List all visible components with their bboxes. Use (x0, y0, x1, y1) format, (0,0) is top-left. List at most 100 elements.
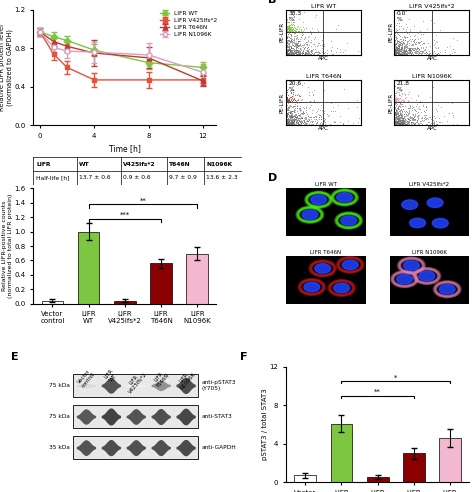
Point (410, 22, 418, 30)
Point (289, 118, 297, 126)
Point (411, 44, 419, 52)
Point (307, 117, 315, 124)
Point (392, 94, 400, 102)
Point (291, 102, 298, 110)
Point (412, 38, 420, 46)
Point (395, 44, 402, 52)
Point (401, 34, 409, 42)
Point (396, 90, 403, 98)
Point (290, 118, 298, 126)
Point (292, 50, 300, 58)
Point (286, 120, 294, 128)
Point (401, 48, 409, 56)
Point (406, 112, 414, 120)
Point (451, 48, 458, 56)
Point (403, 114, 410, 122)
Point (395, 110, 402, 118)
Point (292, 41, 299, 49)
Point (286, 108, 294, 116)
Point (319, 48, 326, 56)
Point (421, 112, 428, 120)
Point (394, 115, 401, 123)
Point (408, 118, 415, 126)
Point (397, 35, 404, 43)
Point (313, 48, 320, 56)
Point (284, 119, 292, 126)
Point (284, 27, 292, 35)
Point (396, 46, 403, 54)
Point (407, 49, 414, 57)
Point (307, 46, 315, 54)
Point (311, 48, 319, 56)
Point (288, 23, 296, 31)
Point (292, 32, 300, 40)
Point (283, 115, 290, 123)
Point (283, 27, 291, 35)
Point (411, 120, 419, 128)
Point (404, 115, 411, 123)
Point (424, 51, 431, 59)
Point (414, 35, 421, 43)
Point (297, 119, 304, 126)
Point (329, 50, 337, 58)
Point (300, 109, 308, 117)
Point (397, 110, 405, 118)
Point (401, 36, 409, 44)
Point (293, 46, 301, 54)
Point (291, 96, 299, 104)
Point (408, 113, 416, 121)
Point (305, 121, 312, 129)
Point (423, 102, 430, 110)
Point (397, 44, 404, 52)
Point (394, 110, 401, 118)
Point (397, 111, 404, 119)
Point (395, 49, 402, 57)
Point (392, 121, 399, 128)
Point (283, 96, 291, 104)
Point (401, 118, 408, 126)
Point (400, 38, 407, 46)
Point (429, 116, 437, 124)
Point (397, 45, 404, 53)
Point (297, 33, 305, 41)
Point (353, 96, 360, 104)
Point (398, 101, 405, 109)
Point (394, 115, 401, 123)
Point (414, 112, 422, 120)
Point (309, 118, 316, 125)
Point (283, 27, 291, 35)
Point (283, 113, 291, 121)
Point (287, 49, 295, 57)
Point (287, 109, 295, 117)
Point (290, 83, 297, 91)
Point (403, 51, 411, 59)
Point (298, 119, 305, 126)
Point (291, 92, 299, 99)
Point (392, 121, 400, 128)
Point (465, 113, 473, 121)
Point (411, 45, 419, 53)
Point (406, 49, 414, 57)
Point (393, 49, 401, 57)
Point (291, 107, 298, 115)
Point (292, 112, 299, 120)
Point (398, 45, 406, 53)
Point (405, 108, 413, 116)
Point (402, 110, 410, 118)
Point (396, 102, 403, 110)
Point (398, 120, 405, 127)
Point (283, 16, 291, 24)
Point (397, 22, 404, 30)
Point (287, 38, 294, 46)
Point (289, 117, 296, 125)
Point (406, 46, 413, 54)
Point (292, 113, 300, 121)
Point (399, 46, 406, 54)
Point (401, 43, 409, 51)
Point (291, 115, 298, 123)
Point (407, 45, 414, 53)
Point (302, 50, 310, 58)
Point (302, 115, 310, 123)
Point (289, 114, 297, 122)
Point (392, 94, 400, 102)
